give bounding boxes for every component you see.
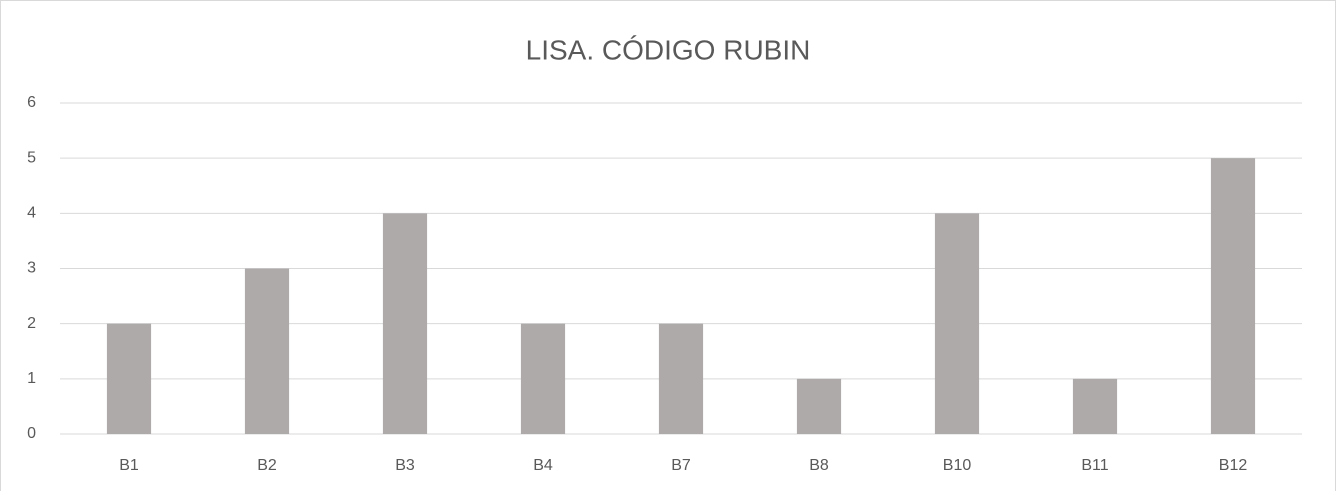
bar [382, 213, 428, 434]
bar [1072, 378, 1118, 434]
bar [520, 323, 566, 434]
x-tick-label: B2 [257, 457, 277, 474]
x-tick-label: B11 [1081, 457, 1108, 474]
x-tick-label: B12 [1219, 457, 1248, 474]
x-tick-label: B4 [533, 457, 553, 474]
x-tick-label: B10 [943, 457, 972, 474]
chart-title: LISA. CÓDIGO RUBIN [526, 34, 811, 65]
bar [106, 323, 152, 434]
x-tick-label: B3 [395, 457, 415, 474]
y-tick-label: 3 [27, 260, 36, 277]
y-tick-label: 1 [27, 370, 36, 387]
bar [796, 378, 842, 434]
bar [244, 268, 290, 434]
x-tick-label: B1 [119, 457, 139, 474]
y-tick-label: 4 [27, 205, 36, 222]
x-tick-label: B7 [671, 457, 691, 474]
x-tick-label: B8 [809, 457, 829, 474]
y-tick-label: 5 [27, 149, 36, 166]
y-tick-label: 6 [27, 94, 36, 111]
y-tick-label: 0 [27, 425, 36, 442]
y-tick-label: 2 [27, 315, 36, 332]
bar [1210, 158, 1256, 434]
bar [658, 323, 704, 434]
bar [934, 213, 980, 434]
